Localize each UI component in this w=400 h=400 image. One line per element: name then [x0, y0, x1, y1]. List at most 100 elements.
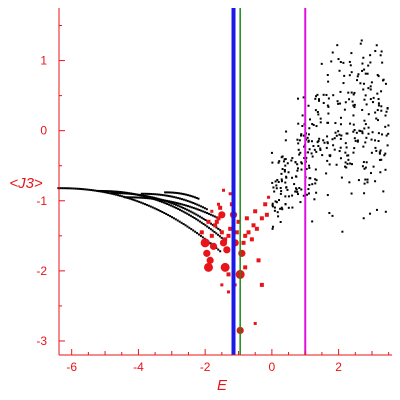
- data-point-black: [308, 127, 311, 130]
- data-point-black: [109, 192, 112, 195]
- data-point-black: [198, 220, 201, 223]
- data-point-red: [218, 205, 223, 210]
- data-point-black: [276, 178, 279, 181]
- data-point-black: [315, 191, 318, 194]
- data-point-black: [166, 202, 169, 205]
- data-point-black: [171, 191, 174, 194]
- data-point-black: [156, 198, 159, 201]
- data-point-black: [198, 204, 201, 207]
- data-point-black: [106, 190, 109, 193]
- data-point-black: [378, 152, 381, 155]
- data-point-black: [318, 137, 321, 140]
- data-point-black: [188, 194, 191, 197]
- data-point-black: [296, 167, 299, 170]
- data-point-black: [325, 172, 328, 175]
- data-point-black: [284, 158, 287, 161]
- data-point-black: [286, 162, 289, 165]
- data-point-black: [309, 118, 312, 121]
- data-point-black: [330, 60, 333, 63]
- data-point-black: [377, 75, 380, 78]
- data-point-black: [197, 219, 200, 222]
- data-point-black: [369, 172, 372, 175]
- data-point-red: [206, 219, 211, 224]
- data-point-black: [307, 164, 310, 167]
- data-point-black: [178, 192, 181, 195]
- data-point-black: [271, 161, 274, 164]
- data-point-black: [186, 194, 189, 197]
- data-point-black: [117, 190, 120, 193]
- data-point-black: [350, 192, 353, 195]
- data-point-black: [198, 215, 201, 218]
- data-point-black: [352, 114, 355, 117]
- data-point-black: [350, 163, 353, 166]
- data-point-red: [267, 195, 271, 199]
- data-point-black: [165, 213, 168, 216]
- data-point-black: [308, 177, 311, 180]
- data-point-red: [227, 290, 231, 294]
- data-point-black: [196, 208, 199, 211]
- data-point-black: [385, 110, 388, 113]
- data-point-black: [200, 209, 203, 212]
- data-point-black: [148, 192, 151, 195]
- data-point-black: [188, 200, 191, 203]
- data-point-black: [358, 129, 361, 132]
- data-point-black: [181, 203, 184, 206]
- data-point-black: [347, 154, 350, 157]
- data-point-black: [326, 73, 329, 76]
- data-point-red: [256, 258, 261, 263]
- data-point-black: [287, 171, 290, 174]
- data-point-black: [369, 212, 372, 215]
- data-point-red: [219, 230, 224, 235]
- data-point-black: [301, 125, 304, 128]
- data-point-black: [380, 50, 383, 53]
- data-point-black: [61, 187, 64, 190]
- data-point-black: [353, 129, 356, 132]
- data-point-black: [194, 202, 197, 205]
- data-point-black: [286, 188, 289, 191]
- data-point-black: [319, 147, 322, 150]
- data-point-black: [308, 166, 311, 169]
- data-point-black: [328, 163, 331, 166]
- data-point-black: [181, 192, 184, 195]
- data-point-black: [82, 188, 85, 191]
- data-point-black: [352, 104, 355, 107]
- data-point-black: [180, 209, 183, 212]
- data-point-black: [217, 248, 220, 251]
- data-point-black: [158, 198, 161, 201]
- data-point-red: [246, 230, 251, 235]
- data-point-black: [319, 117, 322, 120]
- data-point-black: [377, 98, 380, 101]
- data-point-black: [339, 137, 342, 140]
- data-point-black: [156, 193, 159, 196]
- data-point-black: [284, 181, 287, 184]
- data-point-black: [186, 208, 189, 211]
- data-point-black: [115, 193, 118, 196]
- data-point-black: [280, 180, 283, 183]
- data-point-black: [145, 203, 148, 206]
- data-point-black: [317, 144, 320, 147]
- data-point-black: [99, 189, 102, 192]
- data-point-black: [348, 98, 351, 101]
- data-point-black: [211, 223, 214, 226]
- data-point-black: [327, 112, 330, 115]
- data-point-black: [143, 196, 146, 199]
- data-point-black: [308, 148, 311, 151]
- data-point-black: [130, 192, 133, 195]
- data-point-black: [280, 156, 283, 159]
- data-point-black: [355, 131, 358, 134]
- data-point-black: [164, 199, 167, 202]
- data-point-black: [128, 197, 131, 200]
- data-point-black: [76, 187, 79, 190]
- data-point-black: [149, 205, 152, 208]
- vertical-reference-lines: [231, 8, 307, 355]
- data-point-black: [121, 192, 124, 195]
- plot-area: [57, 39, 390, 335]
- data-point-black: [280, 172, 283, 175]
- data-point-black: [313, 148, 316, 151]
- data-point-black: [130, 198, 133, 201]
- data-point-black: [349, 64, 352, 67]
- data-point-red: [241, 240, 246, 245]
- data-point-black: [182, 210, 185, 213]
- data-point-black: [316, 93, 319, 96]
- data-point-black: [367, 87, 370, 90]
